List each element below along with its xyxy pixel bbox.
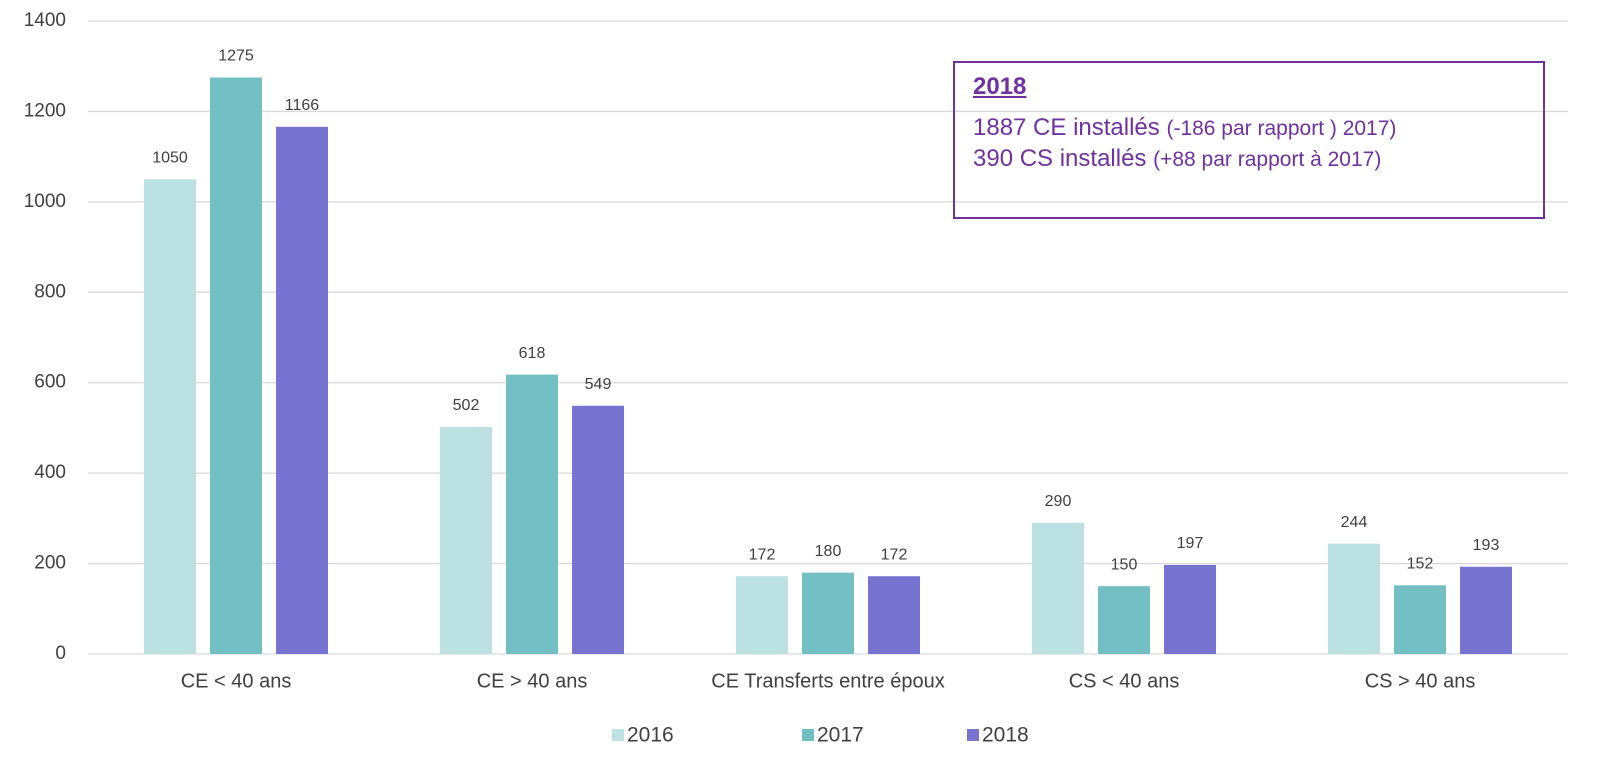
x-tick-label: CE < 40 ans (181, 670, 292, 692)
value-label: 1275 (218, 48, 254, 65)
bar (210, 77, 262, 654)
x-tick-label: CS > 40 ans (1365, 670, 1476, 692)
value-label: 172 (881, 546, 908, 563)
bar (868, 576, 920, 654)
legend-swatch (967, 729, 979, 741)
annotation-line: 390 CS installés (+88 par rapport à 2017… (973, 144, 1525, 175)
y-tick-label: 1400 (24, 10, 66, 31)
annotation-line: 1887 CE installés (-186 par rapport ) 20… (973, 113, 1525, 144)
bar (1394, 585, 1446, 654)
value-label: 290 (1045, 493, 1072, 510)
x-tick-label: CE Transferts entre époux (711, 670, 944, 692)
value-label: 152 (1407, 555, 1434, 572)
value-label: 193 (1473, 537, 1500, 554)
value-label: 1166 (285, 97, 320, 114)
value-label: 244 (1341, 514, 1368, 531)
y-tick-label: 800 (34, 281, 66, 302)
value-label: 618 (519, 345, 546, 362)
bar (1098, 586, 1150, 654)
annotation-text: (-186 par rapport ) 2017) (1166, 117, 1397, 140)
bar (506, 374, 558, 654)
value-label: 150 (1111, 556, 1138, 573)
legend-label: 2018 (982, 724, 1029, 747)
bar (276, 126, 328, 654)
annotation-text: 390 CS installés (973, 145, 1147, 172)
bar (802, 572, 854, 654)
annotation-box: 2018 1887 CE installés (-186 par rapport… (953, 61, 1545, 219)
bar (572, 405, 624, 654)
bar (1032, 522, 1084, 654)
y-tick-label: 400 (34, 462, 66, 483)
bar (440, 427, 492, 654)
bar (1164, 564, 1216, 654)
y-tick-label: 200 (34, 553, 66, 574)
legend-swatch (802, 729, 814, 741)
y-tick-label: 600 (34, 372, 66, 393)
bar (1460, 566, 1512, 654)
x-tick-label: CE > 40 ans (477, 670, 588, 692)
value-label: 549 (585, 376, 612, 393)
value-label: 502 (453, 397, 480, 414)
legend-label: 2017 (817, 724, 864, 747)
bar (144, 179, 196, 654)
bar (736, 576, 788, 654)
annotation-text: 1887 CE installés (973, 114, 1160, 141)
legend-label: 2016 (627, 724, 674, 747)
value-label: 180 (815, 543, 842, 560)
annotation-text: (+88 par rapport à 2017) (1153, 148, 1382, 171)
x-tick-label: CS < 40 ans (1069, 670, 1180, 692)
bar (1328, 543, 1380, 654)
value-label: 197 (1177, 535, 1204, 552)
value-label: 1050 (152, 149, 188, 166)
legend-swatch (612, 729, 624, 741)
y-tick-label: 1000 (24, 191, 66, 212)
annotation-title: 2018 (973, 73, 1027, 100)
y-tick-label: 0 (55, 643, 66, 664)
value-label: 172 (749, 546, 776, 563)
y-tick-label: 1200 (24, 100, 66, 121)
